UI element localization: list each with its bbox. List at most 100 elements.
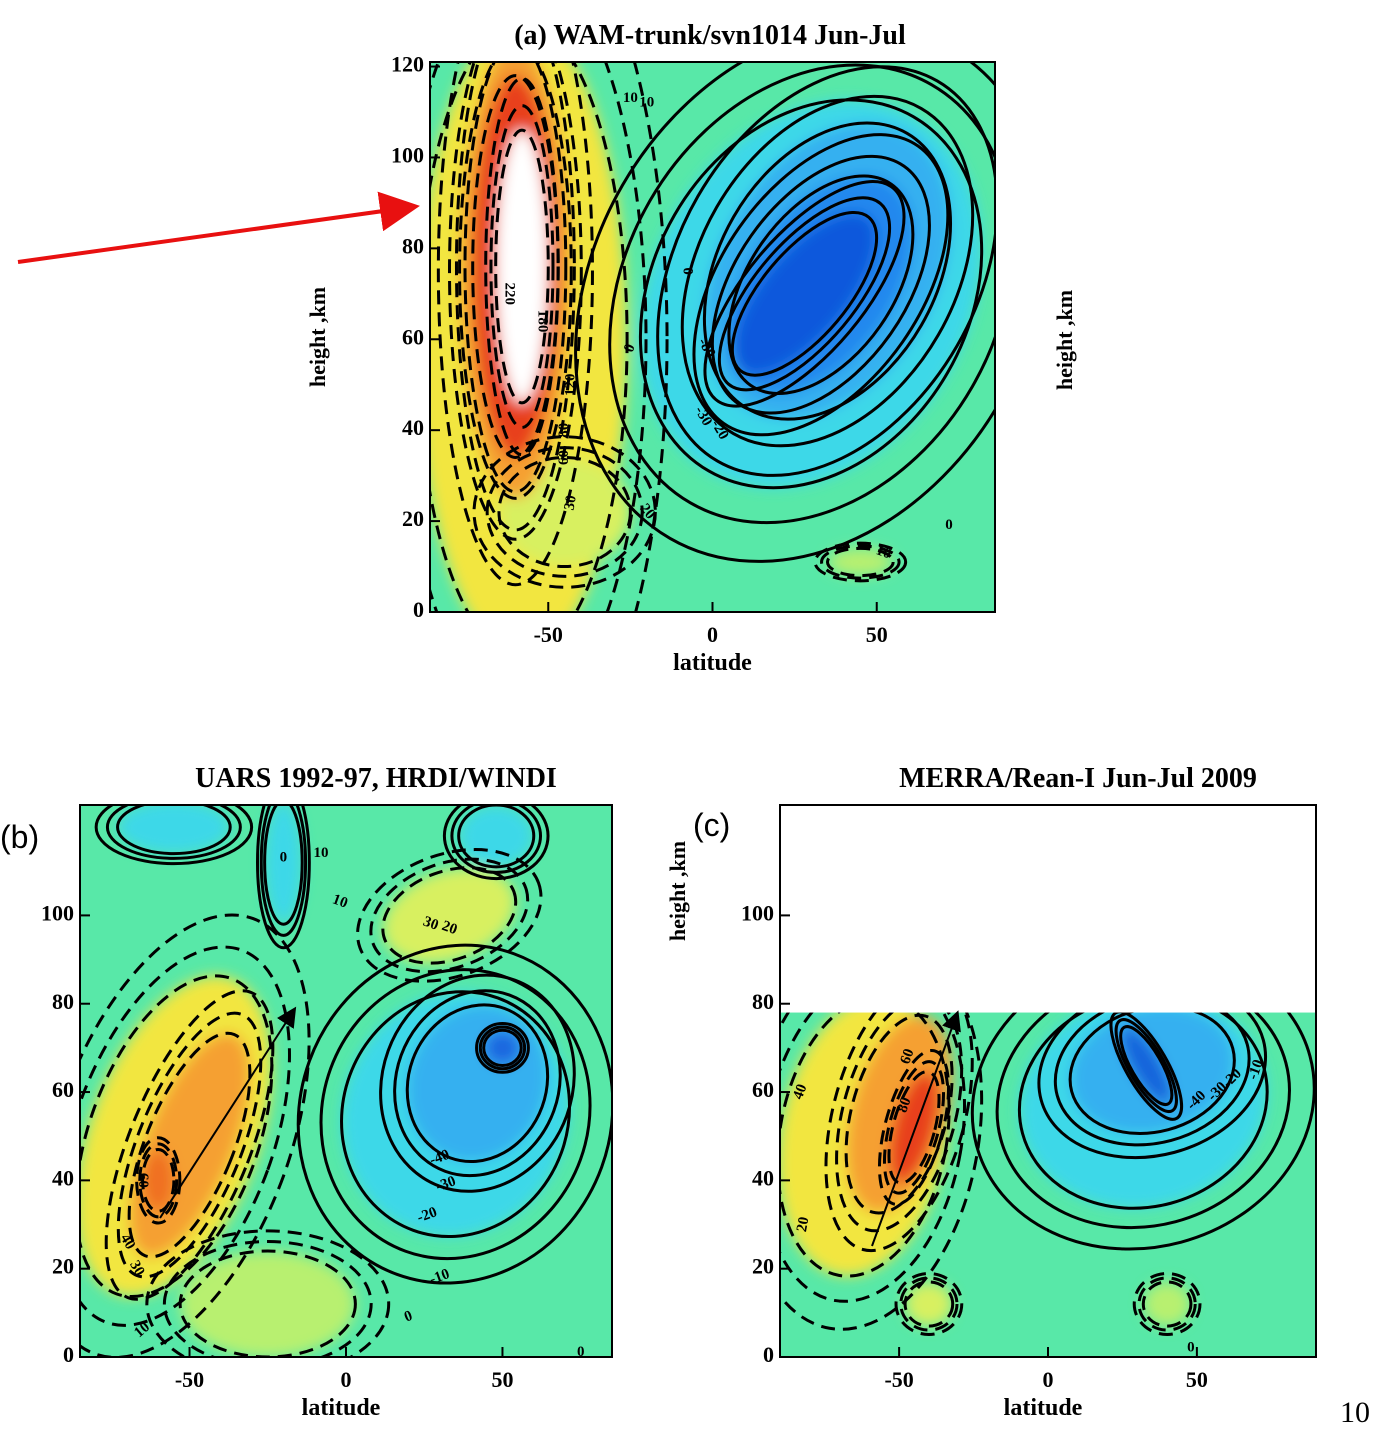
contour-line xyxy=(442,805,550,881)
contour-line xyxy=(844,1013,954,1215)
contour-line xyxy=(710,154,931,415)
y-tick-label: 40 xyxy=(752,1165,774,1190)
contour-line xyxy=(430,62,648,612)
contour-line xyxy=(780,941,984,1331)
contour-line xyxy=(638,98,984,490)
contour-line xyxy=(116,1011,263,1279)
contour-label: 0 xyxy=(577,1344,585,1360)
color-region xyxy=(117,805,231,854)
contour-line xyxy=(381,866,518,965)
panel-label: (b) xyxy=(0,819,39,855)
contour-line xyxy=(1137,1276,1197,1332)
contour-line xyxy=(80,945,291,1327)
contour-line xyxy=(393,989,562,1178)
color-region xyxy=(732,212,877,376)
x-tick-label: 0 xyxy=(707,622,718,647)
contour-line xyxy=(894,1272,964,1336)
chart-title: MERRA/Rean-I Jun-Jul 2009 xyxy=(899,763,1257,794)
panel-label: (c) xyxy=(693,807,730,843)
contour-line xyxy=(482,1028,523,1068)
contour-line xyxy=(692,133,950,437)
page-number: 10 xyxy=(1340,1396,1370,1429)
x-tick-label: 0 xyxy=(1043,1367,1054,1392)
chart-title: UARS 1992-97, HRDI/WINDI xyxy=(195,763,557,794)
y-tick-label: 40 xyxy=(402,415,424,440)
contour-line xyxy=(105,805,242,860)
contour-line xyxy=(178,1249,357,1357)
contour-label: -40 xyxy=(428,1147,452,1169)
color-region xyxy=(382,867,516,964)
contour-line xyxy=(478,1025,527,1071)
contour-label: 30 xyxy=(126,1258,147,1279)
contour-line xyxy=(463,62,568,494)
contour-line xyxy=(162,1239,373,1357)
contour-line xyxy=(730,210,879,377)
contour-line xyxy=(1141,1280,1193,1328)
contour-line xyxy=(436,62,594,587)
color-region xyxy=(905,1281,953,1327)
contour-line xyxy=(356,848,543,983)
contour-line xyxy=(104,989,275,1301)
contour-line xyxy=(574,62,995,563)
contour-line xyxy=(127,1031,252,1259)
contour-line xyxy=(475,1022,530,1074)
contour-line xyxy=(430,62,629,612)
y-tick-label: 100 xyxy=(41,900,74,925)
y-axis-label: height ,km xyxy=(305,287,330,387)
contour-label: 0 xyxy=(945,517,953,533)
contour-line xyxy=(1132,1272,1202,1336)
x-tick-label: 0 xyxy=(341,1367,352,1392)
contour-line xyxy=(369,857,530,974)
contour-line xyxy=(820,544,901,580)
contour-label: 40 xyxy=(117,1231,138,1252)
contour-line xyxy=(457,805,536,869)
contour-label: 20 xyxy=(794,1216,812,1234)
contour-line xyxy=(454,62,576,532)
contour-line xyxy=(263,805,304,926)
contour-label: 10 xyxy=(874,542,894,562)
x-tick-label: -50 xyxy=(175,1367,204,1392)
contour-line xyxy=(94,805,254,866)
trend-arrow xyxy=(871,1010,961,1247)
color-region xyxy=(1143,1281,1191,1327)
contour-label: 60 xyxy=(897,1047,917,1067)
contour-line xyxy=(877,1048,951,1206)
contour-label: 80 xyxy=(556,423,572,438)
contour-line xyxy=(141,1147,176,1213)
contour-line xyxy=(887,1070,941,1185)
y-tick-label: 80 xyxy=(752,989,774,1014)
color-region xyxy=(827,548,894,576)
color-region xyxy=(264,805,303,925)
y-tick-label: 80 xyxy=(402,233,424,258)
contour-line xyxy=(458,62,573,500)
x-tick-label: -50 xyxy=(884,1367,913,1392)
contour-label: -20 xyxy=(415,1204,439,1226)
color-fill xyxy=(430,62,982,612)
x-axis-label: latitude xyxy=(302,1395,381,1421)
x-tick-label: 50 xyxy=(1186,1367,1208,1392)
contour-label: 10 xyxy=(313,845,328,861)
y-tick-label: 0 xyxy=(413,597,424,622)
contour-label: 220 xyxy=(501,283,517,306)
contour-label: 0 xyxy=(681,267,697,275)
y-tick-label: 20 xyxy=(52,1254,74,1279)
color-region xyxy=(483,1030,522,1066)
contour-label: 10 xyxy=(639,94,654,110)
contour-line xyxy=(703,180,906,408)
contour-line xyxy=(903,1280,955,1328)
contour-line xyxy=(1119,1025,1174,1107)
chart-title: (a) WAM-trunk/svn1014 Jun-Jul xyxy=(514,20,906,51)
axis-label: height ,km xyxy=(1052,290,1077,390)
y-tick-label: 60 xyxy=(752,1077,774,1102)
x-tick-label: 50 xyxy=(491,1367,513,1392)
contour-line xyxy=(608,63,995,525)
y-tick-label: 0 xyxy=(63,1342,74,1367)
contour-line xyxy=(1114,1018,1178,1114)
contour-line xyxy=(494,128,550,405)
y-tick-label: 40 xyxy=(52,1165,74,1190)
